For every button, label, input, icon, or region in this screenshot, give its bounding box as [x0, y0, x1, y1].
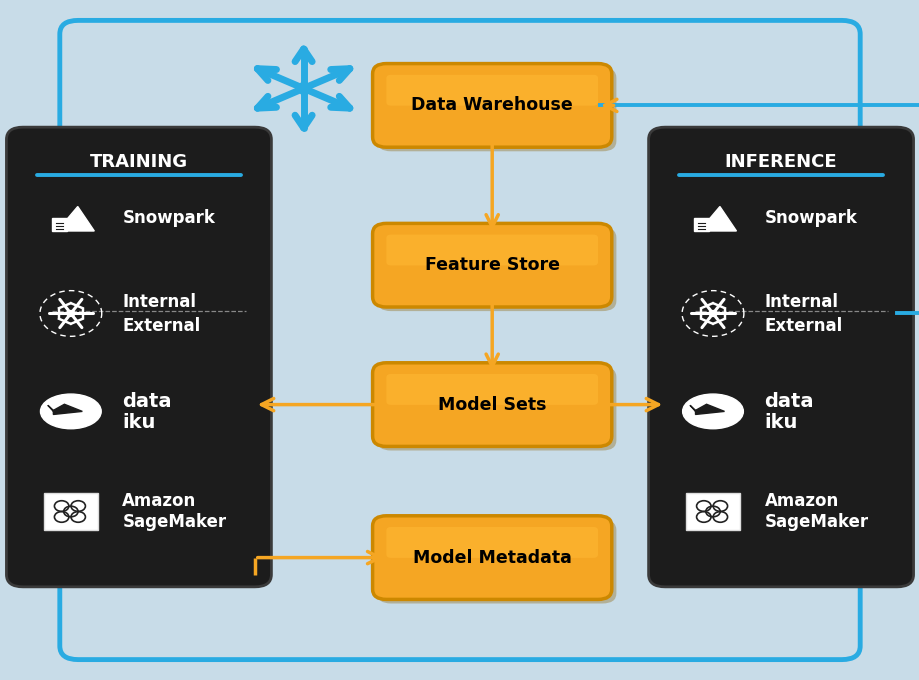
Text: data: data [122, 392, 172, 411]
Polygon shape [698, 207, 736, 231]
FancyBboxPatch shape [648, 127, 913, 587]
Text: Snowpark: Snowpark [122, 209, 215, 226]
Text: SageMaker: SageMaker [122, 513, 226, 531]
Text: iku: iku [764, 413, 797, 432]
FancyBboxPatch shape [686, 492, 739, 530]
Text: Model Sets: Model Sets [437, 396, 546, 413]
Circle shape [67, 311, 74, 316]
FancyBboxPatch shape [377, 367, 616, 450]
FancyBboxPatch shape [6, 127, 271, 587]
Text: Amazon: Amazon [122, 492, 197, 510]
Circle shape [709, 311, 716, 316]
Text: TRAINING: TRAINING [90, 153, 187, 171]
FancyBboxPatch shape [377, 67, 616, 152]
Polygon shape [48, 405, 53, 411]
Text: Data Warehouse: Data Warehouse [411, 97, 573, 114]
Text: Internal: Internal [122, 293, 196, 311]
Ellipse shape [40, 394, 101, 428]
Text: Internal: Internal [764, 293, 837, 311]
Text: Snowpark: Snowpark [764, 209, 857, 226]
FancyBboxPatch shape [44, 492, 97, 530]
FancyBboxPatch shape [377, 227, 616, 311]
Polygon shape [57, 207, 95, 231]
FancyBboxPatch shape [372, 363, 611, 446]
Polygon shape [689, 405, 695, 411]
FancyBboxPatch shape [386, 374, 597, 405]
Polygon shape [53, 404, 83, 414]
FancyBboxPatch shape [386, 75, 597, 105]
Text: data: data [764, 392, 813, 411]
Text: iku: iku [122, 413, 155, 432]
Text: External: External [764, 317, 842, 335]
FancyBboxPatch shape [51, 218, 67, 231]
Text: External: External [122, 317, 200, 335]
FancyBboxPatch shape [386, 235, 597, 265]
FancyBboxPatch shape [372, 64, 611, 148]
Polygon shape [296, 80, 311, 97]
FancyBboxPatch shape [386, 527, 597, 558]
Text: Model Metadata: Model Metadata [413, 549, 571, 566]
Polygon shape [695, 404, 724, 414]
Text: INFERENCE: INFERENCE [724, 153, 836, 171]
Ellipse shape [682, 394, 743, 428]
Text: Amazon: Amazon [764, 492, 838, 510]
FancyBboxPatch shape [377, 520, 616, 604]
Text: Feature Store: Feature Store [425, 256, 559, 274]
FancyBboxPatch shape [372, 223, 611, 307]
FancyBboxPatch shape [693, 218, 709, 231]
FancyBboxPatch shape [372, 515, 611, 600]
Text: SageMaker: SageMaker [764, 513, 868, 531]
